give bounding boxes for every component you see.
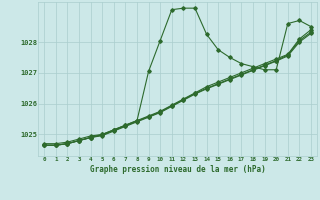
X-axis label: Graphe pression niveau de la mer (hPa): Graphe pression niveau de la mer (hPa) (90, 165, 266, 174)
